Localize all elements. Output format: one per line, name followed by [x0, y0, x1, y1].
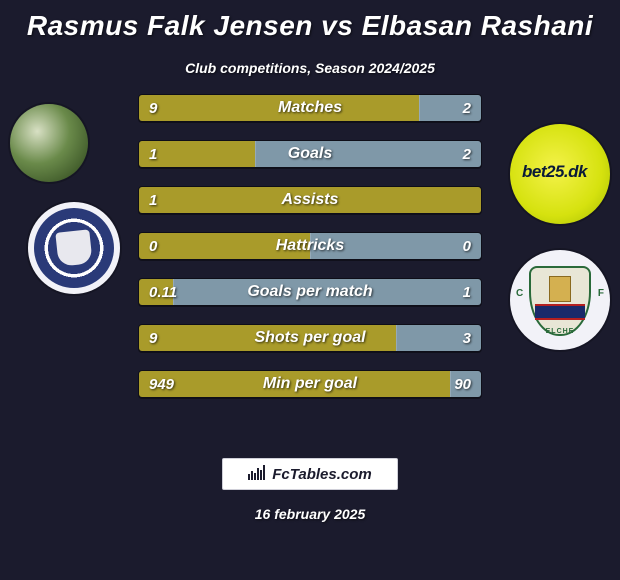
- stat-label: Goals per match: [139, 279, 481, 305]
- club2-letter-f: F: [598, 288, 604, 299]
- stat-label: Hattricks: [139, 233, 481, 259]
- stat-label: Min per goal: [139, 371, 481, 397]
- stat-row: 94990Min per goal: [138, 370, 482, 398]
- stat-row: 93Shots per goal: [138, 324, 482, 352]
- subtitle: Club competitions, Season 2024/2025: [0, 60, 620, 76]
- star-icon: ★ ★: [28, 202, 120, 204]
- player2-jersey-text: bet25.dk: [522, 162, 587, 182]
- stat-label: Shots per goal: [139, 325, 481, 351]
- club1-crest: ★ ★: [28, 202, 120, 294]
- stat-row: 1Assists: [138, 186, 482, 214]
- stat-row: 00Hattricks: [138, 232, 482, 260]
- date-text: 16 february 2025: [0, 506, 620, 522]
- stat-label: Matches: [139, 95, 481, 121]
- page-title: Rasmus Falk Jensen vs Elbasan Rashani: [0, 0, 620, 42]
- chart-icon: [248, 464, 266, 485]
- shield-icon: ELCHE: [529, 266, 591, 336]
- bars-container: 92Matches 12Goals 1Assists 00Hattricks 0.111…: [138, 94, 482, 416]
- stat-row: 12Goals: [138, 140, 482, 168]
- player1-avatar: [10, 104, 88, 182]
- brand-text: FcTables.com: [272, 466, 371, 483]
- bar-divider: [481, 187, 482, 213]
- club1-crest-ring: [34, 208, 114, 288]
- player2-avatar: bet25.dk: [510, 124, 610, 224]
- club2-crest-text: ELCHE: [531, 328, 589, 335]
- comparison-stage: bet25.dk ★ ★ C F ELCHE 92Matches 12Goals 1…: [0, 94, 620, 454]
- stat-label: Goals: [139, 141, 481, 167]
- tower-icon: [549, 276, 571, 302]
- brand-badge: FcTables.com: [222, 458, 398, 490]
- club2-crest: C F ELCHE: [510, 250, 610, 350]
- club2-letter-c: C: [516, 288, 523, 299]
- stat-row: 0.111Goals per match: [138, 278, 482, 306]
- lion-icon: [55, 229, 92, 266]
- stat-row: 92Matches: [138, 94, 482, 122]
- stat-label: Assists: [139, 187, 481, 213]
- club2-band: [535, 304, 585, 320]
